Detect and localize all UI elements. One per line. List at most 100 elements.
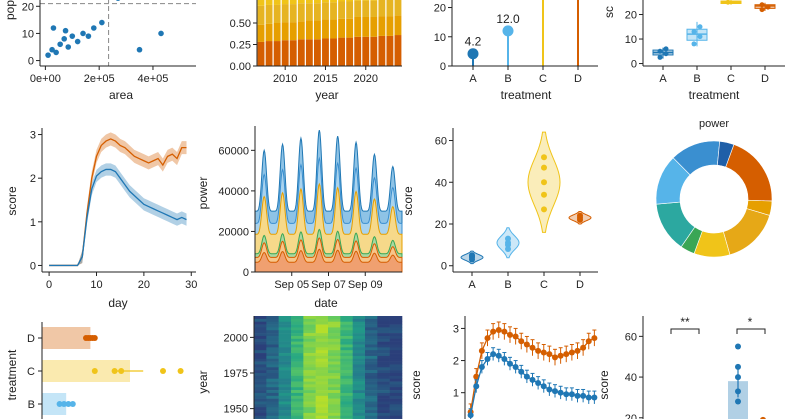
heatmap-cell <box>266 347 279 351</box>
heatmap-cell <box>303 381 316 385</box>
heatmap-cell <box>278 375 292 379</box>
heatmap-cell <box>328 350 341 354</box>
box-point <box>759 2 765 8</box>
y-tick-label: 0 <box>28 56 34 68</box>
heatmap-cell <box>389 390 403 394</box>
box-point <box>765 4 771 10</box>
x-tick-label: C <box>540 279 548 291</box>
heatmap-cell <box>278 316 292 320</box>
heatmap-cell <box>328 401 341 405</box>
heatmap-cell <box>328 330 341 334</box>
heatmap-cell <box>365 373 378 377</box>
heatmap-cell <box>254 412 267 417</box>
heatmap-cell <box>352 341 366 345</box>
heatmap-cell <box>315 373 329 377</box>
heatmap-cell <box>328 333 341 337</box>
y-tick-label: 20 <box>435 219 447 231</box>
scatter-point <box>115 0 121 1</box>
scatter-point <box>85 33 92 39</box>
heatmap-cell <box>254 341 267 345</box>
heatmap-cell <box>377 395 390 399</box>
heatmap-cell <box>266 375 279 379</box>
box-point <box>663 46 669 52</box>
donut-slice <box>725 144 773 202</box>
series-point <box>473 383 480 390</box>
heatmap-cell <box>291 324 304 328</box>
heatmap-cell <box>377 404 390 408</box>
heatmap-cell <box>352 358 366 362</box>
heatmap-cell <box>340 387 353 391</box>
scatter-point <box>158 30 164 37</box>
heatmap-cell <box>254 370 267 374</box>
y-tick-label: 10 <box>625 34 637 46</box>
series-point <box>467 412 474 419</box>
heatmap-cell <box>315 375 329 379</box>
heatmap-cell <box>389 415 403 419</box>
heatmap-cell <box>254 335 267 340</box>
heatmap-cell <box>315 381 329 385</box>
heatmap-cell <box>352 335 366 340</box>
heatmap-cell <box>291 375 304 379</box>
y-tick-label: D <box>27 333 35 345</box>
stacked-bar-segment <box>322 0 329 3</box>
heatmap-cell <box>315 350 329 354</box>
x-axis-label: date <box>314 296 338 310</box>
scatter-point <box>53 49 59 56</box>
y-axis-label: pop <box>3 0 17 20</box>
heatmap-cell <box>266 410 279 414</box>
heatmap-cell <box>291 358 304 362</box>
heatmap-cell <box>352 355 366 360</box>
heatmap-cell <box>340 375 353 379</box>
heatmap-cell <box>291 395 304 399</box>
x-tick-label: Sep 07 <box>311 279 346 291</box>
heatmap-cell <box>340 355 353 360</box>
stacked-bar-segment <box>313 39 321 66</box>
heatmap-cell <box>303 341 316 345</box>
heatmap-cell <box>266 364 279 368</box>
heatmap-cell <box>328 378 341 382</box>
heatmap-cell <box>266 390 279 394</box>
violin-point <box>505 235 511 242</box>
heatmap-cell <box>315 321 329 325</box>
heatmap-cell <box>315 341 329 345</box>
x-tick-label: D <box>576 279 584 291</box>
panel-errbar-score: 1 2 3 score <box>409 316 598 419</box>
scatter-point <box>99 19 105 26</box>
violin-point <box>505 246 511 253</box>
heatmap-cell <box>365 338 378 342</box>
significance-label-2: * <box>748 315 753 329</box>
heatmap-cell <box>352 407 366 411</box>
heatmap-cell <box>315 387 329 391</box>
heatmap-cell <box>389 384 403 388</box>
stacked-bar-segment <box>289 4 297 23</box>
heatmap-cell <box>315 384 329 388</box>
heatmap-cell <box>266 324 279 328</box>
heatmap-cell <box>254 401 267 405</box>
series-point <box>523 341 530 348</box>
heatmap-cell <box>315 395 329 399</box>
heatmap-cell <box>266 395 279 399</box>
heatmap-cell <box>340 370 353 374</box>
y-tick-label: 3 <box>30 130 36 142</box>
heatmap-cell <box>365 335 378 340</box>
series-point <box>495 327 502 334</box>
heatmap-cell <box>254 378 267 382</box>
heatmap-cell <box>389 364 403 368</box>
y-tick-label: 40 <box>435 177 447 189</box>
x-axis-label: area <box>109 88 133 102</box>
heatmap-cell <box>303 324 316 328</box>
heatmap-cell <box>328 338 341 342</box>
heatmap-cell <box>328 387 341 391</box>
stacked-bar-segment <box>273 4 281 23</box>
stacked-bar-segment <box>273 23 281 42</box>
y-tick-label: 0 <box>631 59 637 71</box>
y-tick-label: 0.25 <box>230 40 251 52</box>
heatmap-cell <box>328 353 341 357</box>
heatmap-cell <box>291 401 304 405</box>
heatmap-cell <box>365 350 378 354</box>
stacked-bar-segment <box>370 16 378 37</box>
heatmap-cell <box>278 361 292 365</box>
heatmap-cell <box>340 353 353 357</box>
heatmap-cell <box>278 378 292 382</box>
scatter-point <box>50 25 57 31</box>
